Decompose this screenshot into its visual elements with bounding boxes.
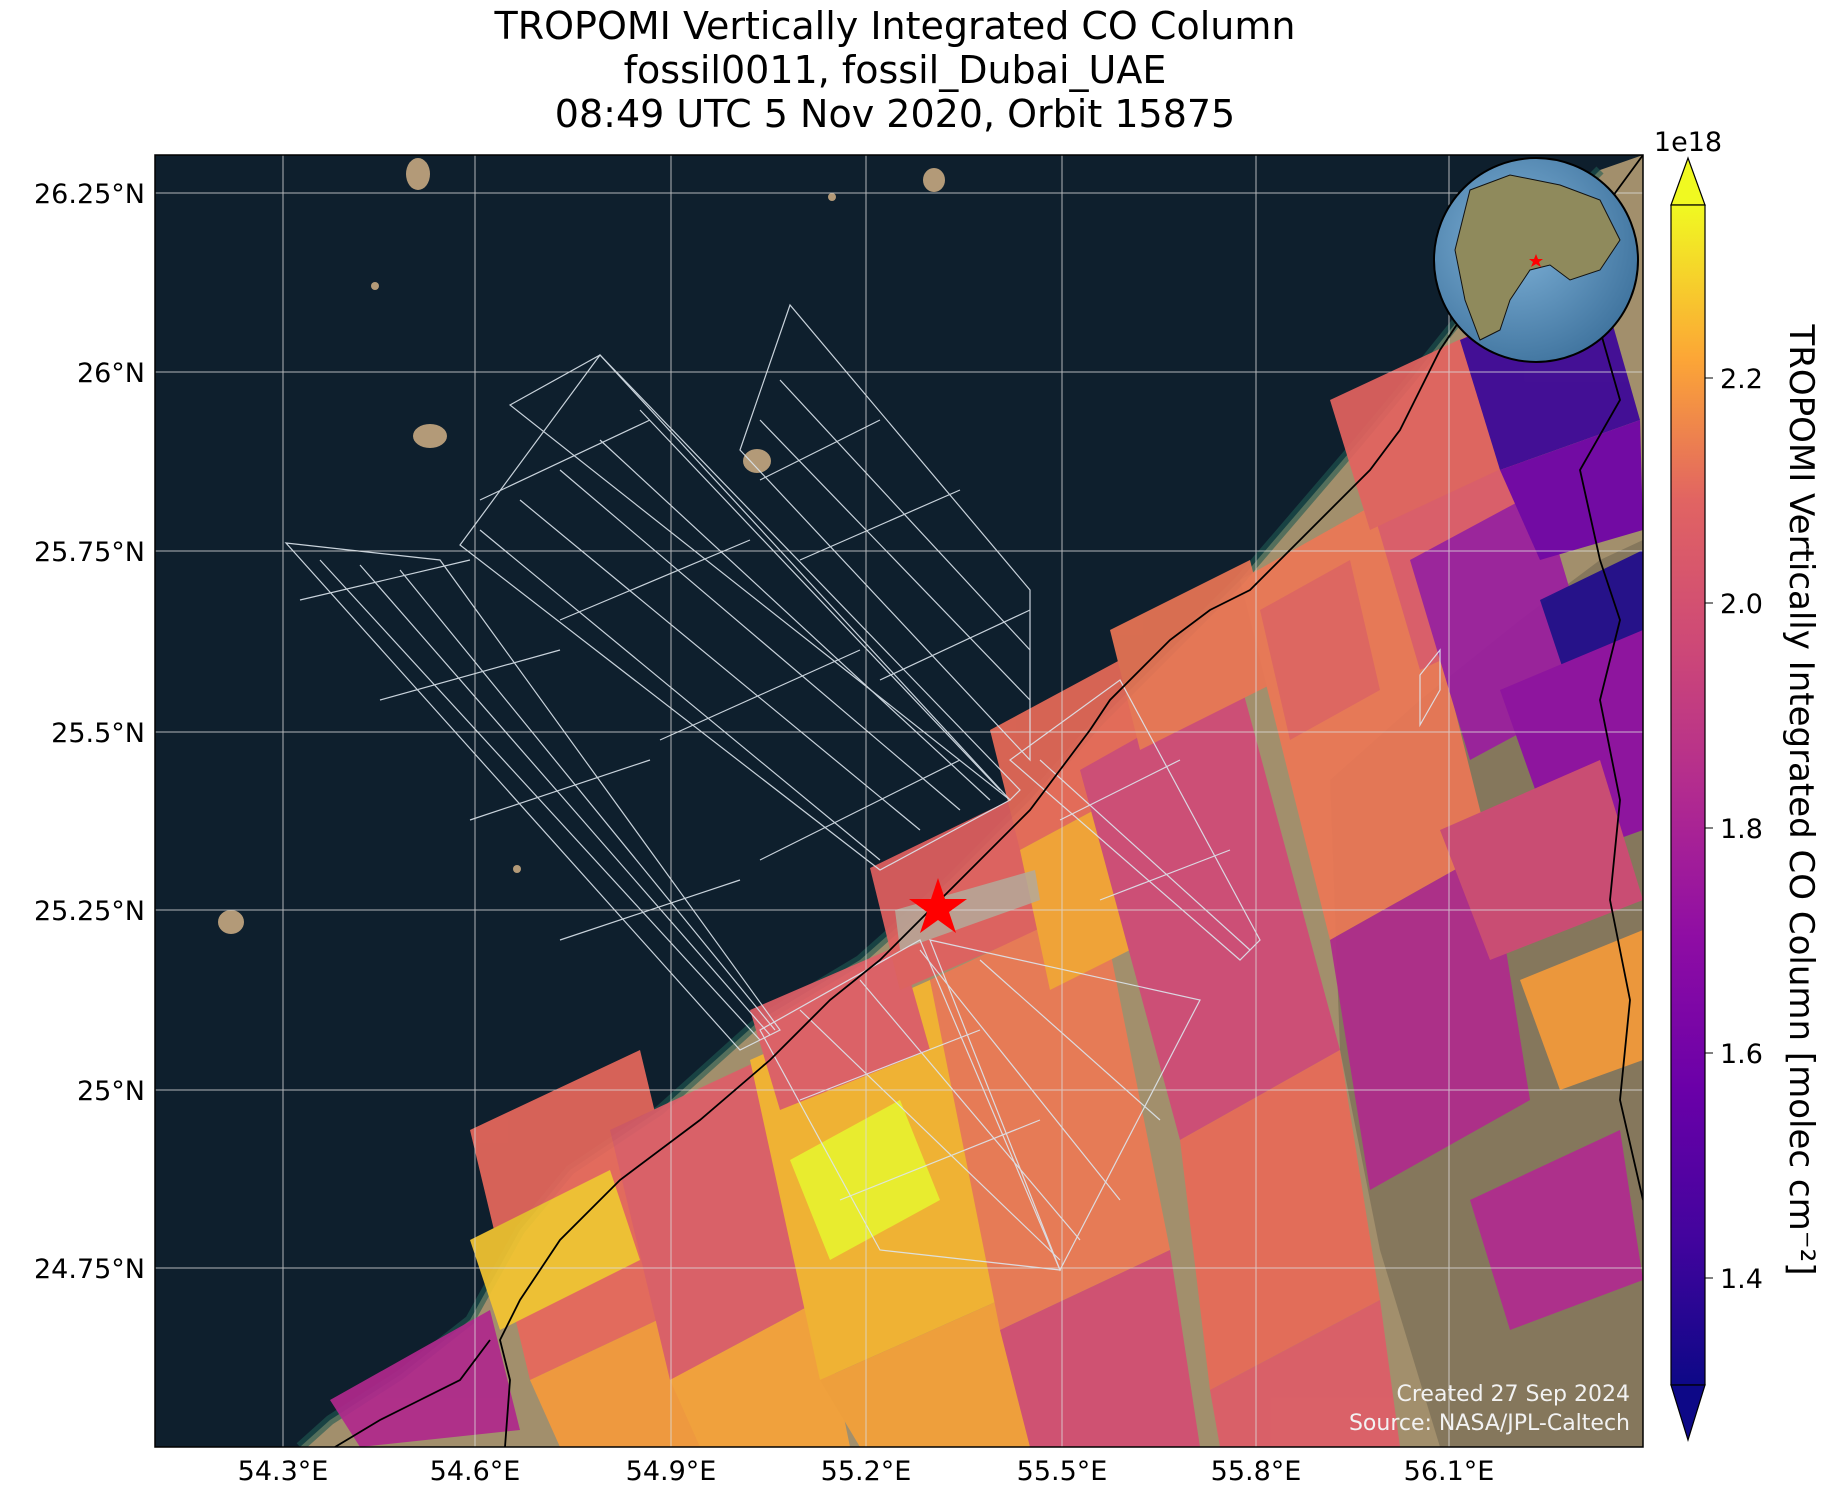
lat-tick: 26°N <box>77 358 145 389</box>
co-pixel <box>1520 930 1643 1090</box>
co-pixel <box>820 1300 1030 1447</box>
globe-landmass <box>1454 174 1621 341</box>
colorbar-tick: 1.8 <box>1705 814 1763 845</box>
co-pixel <box>1210 1300 1400 1447</box>
island <box>406 158 430 190</box>
island <box>218 910 244 934</box>
island <box>828 193 836 201</box>
globe-inset <box>1433 157 1639 363</box>
source-credit-label: Source: NASA/JPL-Caltech <box>1349 1411 1630 1436</box>
plot-title-line-3: 08:49 UTC 5 Nov 2020, Orbit 15875 <box>554 92 1236 136</box>
colorbar-tick-label: 1.6 <box>1720 1039 1763 1070</box>
co-pixel <box>670 1300 850 1447</box>
lat-tick: 26.25°N <box>34 179 145 210</box>
colorbar-tick-label: 1.8 <box>1720 814 1763 845</box>
footprint-swath <box>929 939 1201 1272</box>
created-date-label: Created 27 Sep 2024 <box>1397 1382 1631 1407</box>
gridlines <box>155 155 1643 1447</box>
co-pixel <box>930 900 1170 1330</box>
tropomi-pixels <box>330 280 1643 1447</box>
lat-tick: 25.75°N <box>34 537 145 568</box>
colorbar-multiplier: 1e18 <box>1654 127 1722 158</box>
island <box>413 424 447 448</box>
island <box>371 282 379 290</box>
island <box>513 865 521 873</box>
plot-title-line-2: fossil0011, fossil_Dubai_UAE <box>623 48 1167 92</box>
co-pixel <box>1260 560 1380 740</box>
co-pixel <box>470 1170 640 1330</box>
co-pixel <box>750 945 930 1110</box>
colorbar: 1e18 2.2 2.0 1.8 1.6 1.4 TROPOMI Vertica… <box>1654 127 1821 1443</box>
co-pixel <box>1470 1130 1643 1330</box>
colorbar-tick: 2.0 <box>1705 589 1763 620</box>
lat-tick-labels: 26.25°N 26°N 25.75°N 25.5°N 25.25°N 25°N… <box>34 179 145 1285</box>
colorbar-tick: 1.4 <box>1705 1264 1763 1295</box>
footprint-swath <box>1009 679 1261 961</box>
co-pixel <box>1110 560 1280 750</box>
colorbar-tick: 2.2 <box>1705 364 1763 395</box>
lon-tick: 55.5°E <box>1017 1456 1108 1487</box>
colorbar-tick-label: 2.2 <box>1720 364 1763 395</box>
co-pixel <box>790 1100 940 1260</box>
colorbar-ticks: 2.2 2.0 1.8 1.6 1.4 <box>1705 364 1763 1295</box>
footprint-swath <box>284 542 781 1051</box>
target-star-marker <box>909 878 967 933</box>
lat-tick: 25.5°N <box>51 718 145 749</box>
colorbar-tick: 1.6 <box>1705 1039 1763 1070</box>
lat-tick: 24.75°N <box>34 1254 145 1285</box>
globe-star-marker <box>1529 254 1543 267</box>
co-pixel <box>330 1310 520 1447</box>
colorbar-gradient <box>1670 204 1706 1386</box>
footprint-swath <box>739 303 1031 762</box>
island <box>923 168 945 192</box>
colorbar-tick-label: 1.4 <box>1720 1264 1763 1295</box>
lon-tick: 55.8°E <box>1211 1456 1302 1487</box>
coastline <box>499 319 1461 1447</box>
map-frame <box>154 154 1644 1448</box>
lat-tick: 25°N <box>77 1076 145 1107</box>
lon-tick: 54.9°E <box>626 1456 717 1487</box>
lon-tick-labels: 54.3°E 54.6°E 54.9°E 55.2°E 55.5°E 55.8°… <box>238 1456 1495 1487</box>
co-pixel <box>1500 420 1643 560</box>
lon-tick: 55.2°E <box>821 1456 912 1487</box>
lat-tick: 25.25°N <box>34 896 145 927</box>
co-pixel <box>990 660 1150 850</box>
plot-title-line-1: TROPOMI Vertically Integrated CO Column <box>494 4 1296 48</box>
colorbar-extend-min <box>1670 1384 1706 1443</box>
footprint-swath <box>1419 648 1441 728</box>
co-pixel <box>1180 1050 1380 1390</box>
coastline-west <box>334 1339 491 1447</box>
island <box>743 449 771 473</box>
lon-tick: 54.6°E <box>430 1456 521 1487</box>
lon-tick: 54.3°E <box>238 1456 329 1487</box>
colorbar-label: TROPOMI Vertically Integrated CO Column … <box>1781 323 1821 1275</box>
map-area: Created 27 Sep 2024 Source: NASA/JPL-Cal… <box>155 155 1643 1447</box>
colorbar-tick-label: 2.0 <box>1720 589 1763 620</box>
co-pixel <box>1330 850 1530 1190</box>
co-pixel <box>1000 1250 1200 1447</box>
colorbar-extend-max <box>1670 156 1706 206</box>
lon-tick: 56.1°E <box>1404 1456 1495 1487</box>
